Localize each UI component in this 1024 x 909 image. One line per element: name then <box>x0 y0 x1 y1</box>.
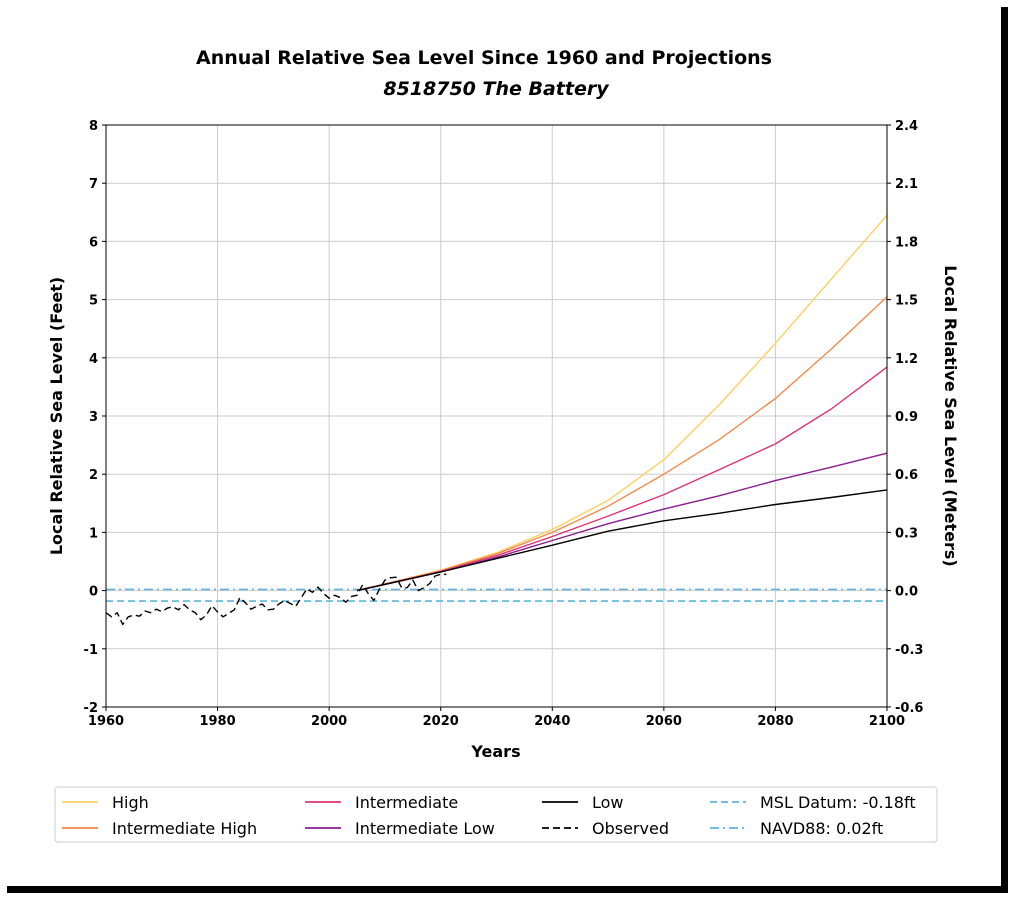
left-y-tick-label: 6 <box>89 235 98 250</box>
left-y-tick-label: -2 <box>84 701 98 716</box>
x-tick-labels: 1960 1980 2000 2020 2040 2060 2080 2100 <box>88 714 905 729</box>
series-line-intermediate-high <box>356 296 888 592</box>
right-y-tick-label: -0.3 <box>895 643 923 658</box>
right-y-tick-label: 0.3 <box>895 526 918 541</box>
x-tick-label: 2020 <box>423 714 459 729</box>
left-y-tick-label: 5 <box>89 294 98 309</box>
x-tick-label: 2100 <box>869 714 905 729</box>
right-y-tick-label: 2.4 <box>895 119 918 134</box>
x-tick-label: 1960 <box>88 714 124 729</box>
legend-label-intermediate-low: Intermediate Low <box>355 819 495 838</box>
right-y-tick-label: 1.2 <box>895 352 918 367</box>
x-tick-label: 2080 <box>757 714 793 729</box>
x-tick-label: 2000 <box>311 714 347 729</box>
right-y-tick-labels: -0.6 -0.3 0.0 0.3 0.6 0.9 1.2 1.5 1.8 2.1 2.4 <box>895 119 923 716</box>
grid <box>102 124 891 711</box>
right-y-tick-label: 0.6 <box>895 468 918 483</box>
reference-lines <box>106 588 887 602</box>
series-line-low <box>356 489 888 592</box>
left-y-tick-label: 0 <box>89 585 98 600</box>
legend-label-low: Low <box>592 793 624 812</box>
right-y-tick-label: -0.6 <box>895 701 923 716</box>
legend-label-intermediate: Intermediate <box>355 793 458 812</box>
legend: High Intermediate High Intermediate Interme… <box>62 793 916 838</box>
legend-label-intermediate-high: Intermediate High <box>112 819 257 838</box>
figure-frame: Annual Relative Sea Level Since 1960 and… <box>47 47 960 843</box>
left-y-tick-label: 8 <box>89 119 98 134</box>
x-tick-label: 2060 <box>646 714 682 729</box>
left-y-tick-label: 1 <box>89 526 98 541</box>
legend-label-msl-datum-0-18ft: MSL Datum: -0.18ft <box>760 793 916 812</box>
chart: Annual Relative Sea Level Since 1960 and… <box>47 47 960 843</box>
x-tick-label: 2040 <box>534 714 570 729</box>
legend-label-navd88-0-02ft: NAVD88: 0.02ft <box>760 819 883 838</box>
legend-label-observed: Observed <box>592 819 669 838</box>
left-y-tick-label: 2 <box>89 468 98 483</box>
series-line-high <box>356 214 888 592</box>
series-lines <box>105 214 888 626</box>
chart-subtitle: 8518750 The Battery <box>383 78 610 100</box>
right-y-tick-label: 0.9 <box>895 410 918 425</box>
left-y-tick-label: 4 <box>89 352 98 367</box>
plot-area-border <box>105 124 888 708</box>
right-y-tick-label: 2.1 <box>895 177 918 192</box>
legend-label-high: High <box>112 793 149 812</box>
x-tick-label: 1980 <box>199 714 235 729</box>
right-y-tick-label: 0.0 <box>895 585 918 600</box>
left-y-tick-label: 3 <box>89 410 98 425</box>
right-y-axis-label: Local Relative Sea Level (Meters) <box>941 265 960 566</box>
right-y-tick-label: 1.5 <box>895 294 918 309</box>
left-y-axis-label: Local Relative Sea Level (Feet) <box>47 277 66 555</box>
chart-title: Annual Relative Sea Level Since 1960 and… <box>196 47 772 69</box>
series-line-intermediate <box>356 366 888 592</box>
left-y-tick-labels: -2 -1 0 1 2 3 4 5 6 7 8 <box>84 119 98 716</box>
x-axis-label: Years <box>470 742 520 761</box>
right-y-tick-label: 1.8 <box>895 235 918 250</box>
left-y-tick-label: 7 <box>89 177 98 192</box>
left-y-tick-label: -1 <box>84 643 98 658</box>
